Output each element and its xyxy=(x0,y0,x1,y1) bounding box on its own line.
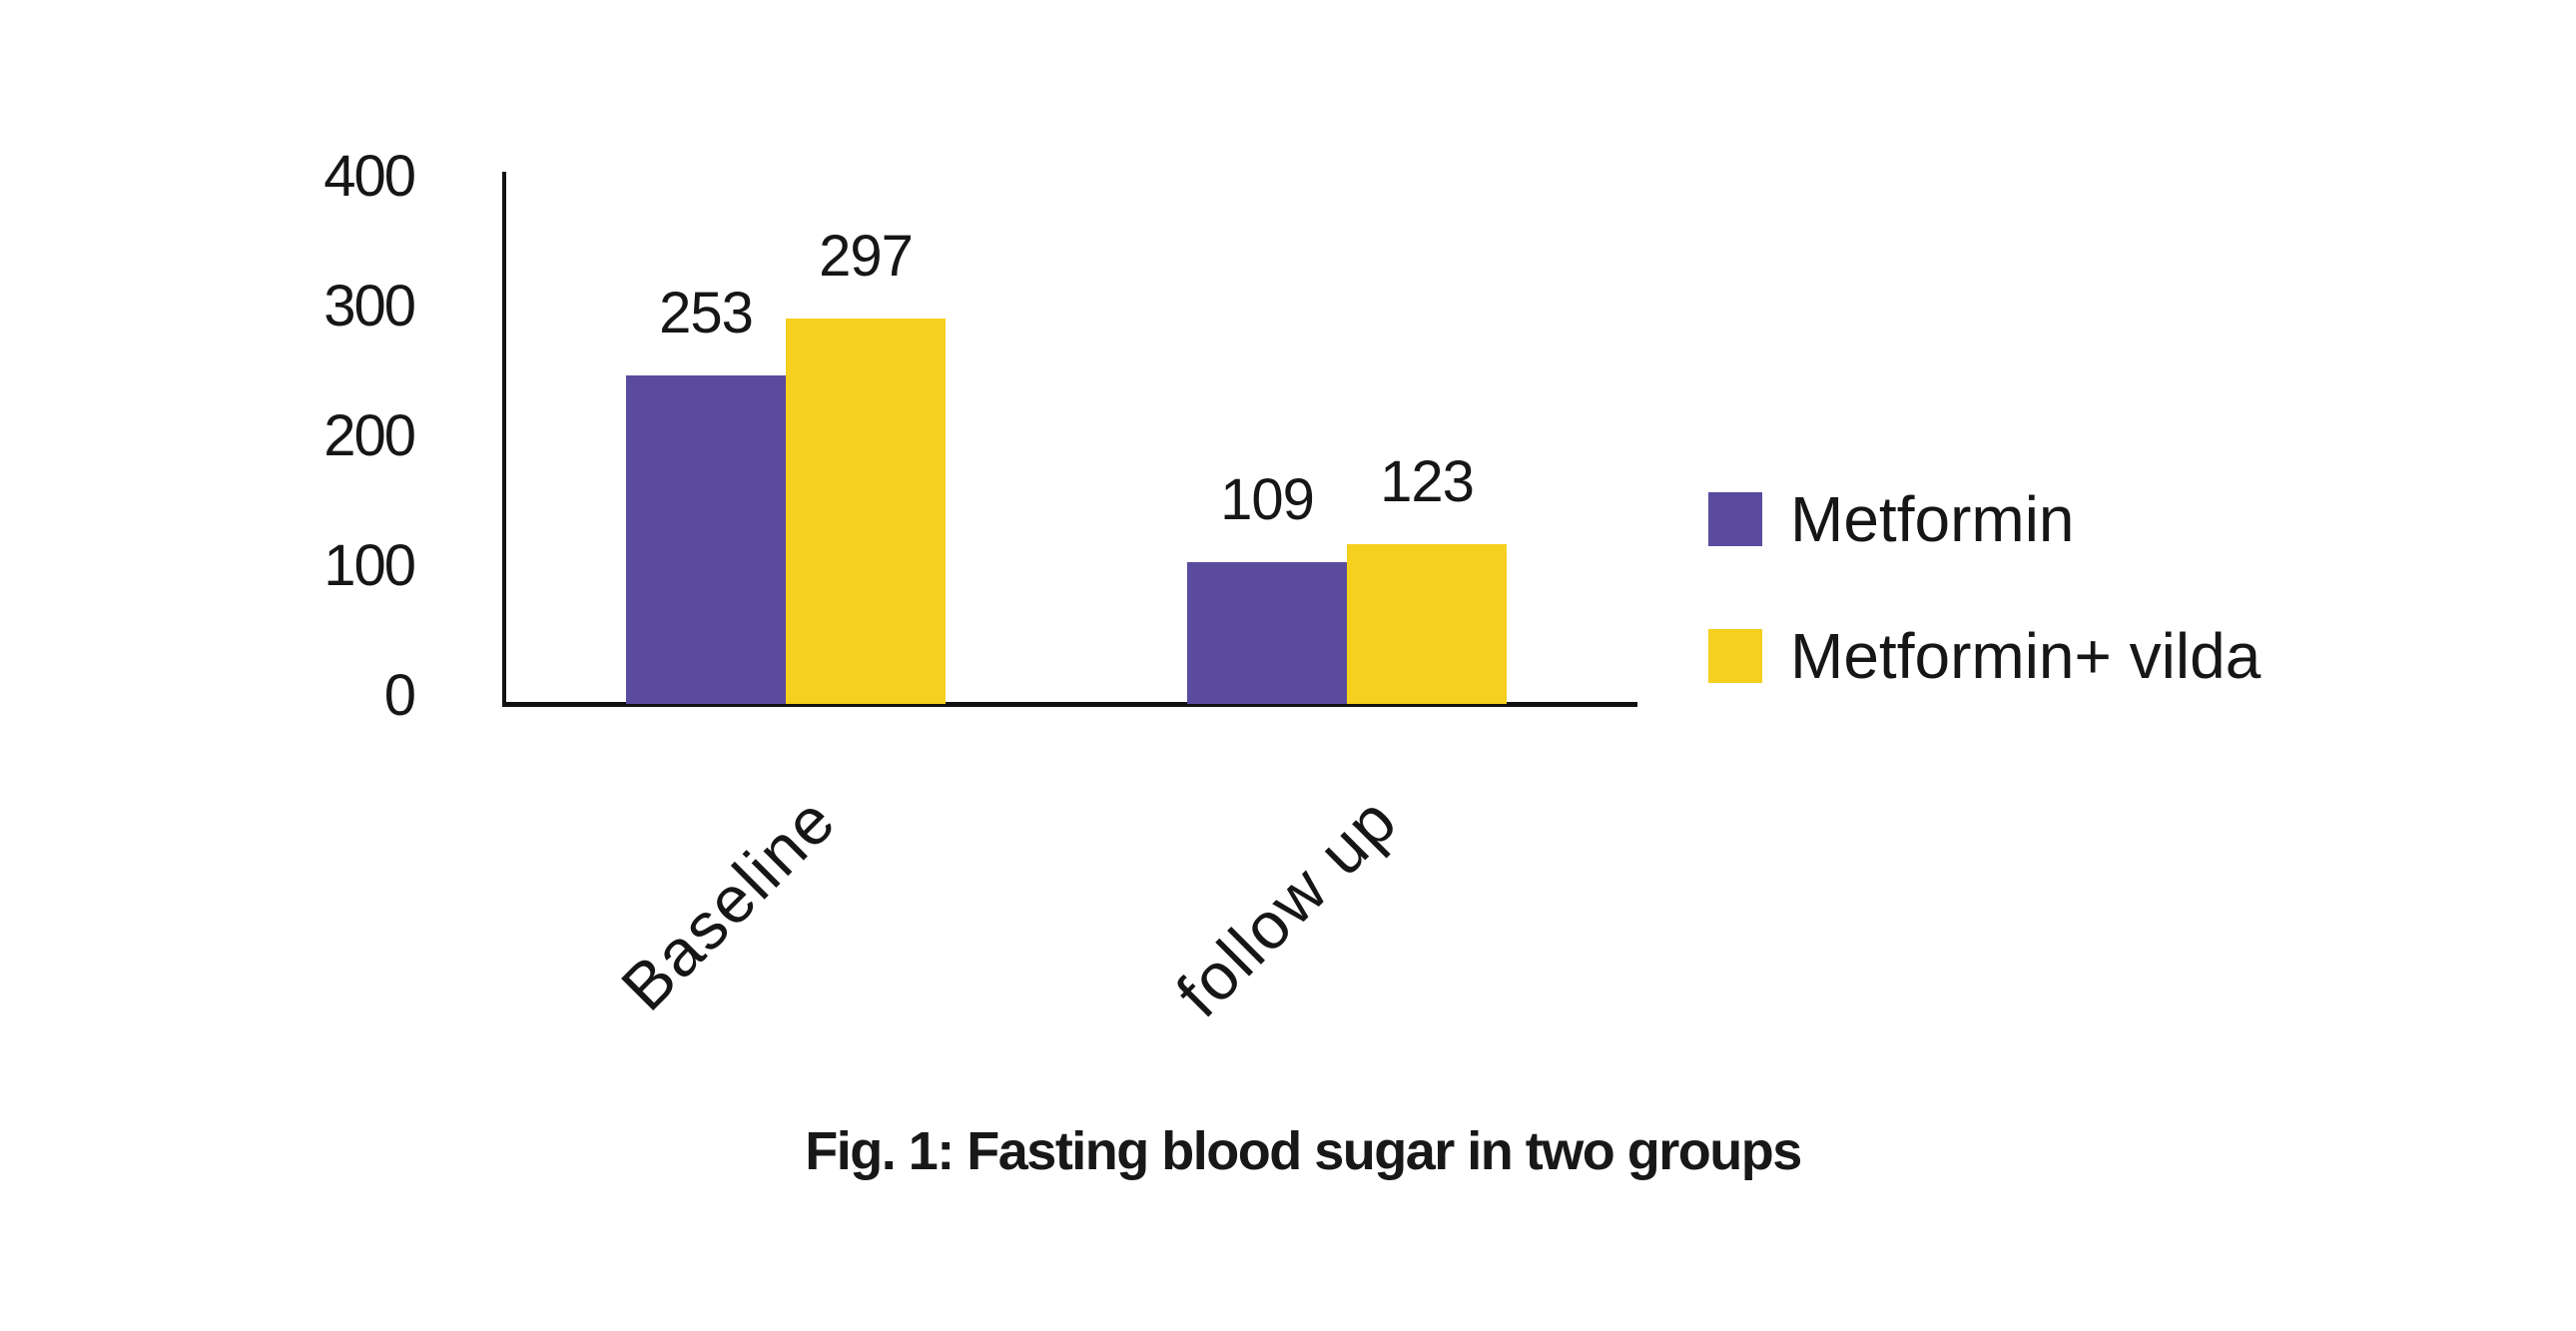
bar-metformin-follow-up xyxy=(1187,562,1347,704)
bar-metformin-vilda-follow-up xyxy=(1347,544,1507,704)
legend-label-metformin: Metformin xyxy=(1790,483,2075,555)
legend-item-metformin-vilda: Metformin+ vilda xyxy=(1708,620,2261,692)
legend-swatch-metformin xyxy=(1708,492,1762,546)
category-label-baseline: Baseline xyxy=(606,782,850,1024)
value-label-metformin-baseline: 253 xyxy=(659,281,754,345)
value-label-metformin-vilda-baseline: 297 xyxy=(819,224,914,289)
legend-label-metformin-vilda: Metformin+ vilda xyxy=(1790,620,2261,692)
figure-caption: Fig. 1: Fasting blood sugar in two group… xyxy=(805,1121,1802,1181)
bar-metformin-vilda-baseline xyxy=(786,319,946,704)
y-tick-label-400: 400 xyxy=(323,144,416,209)
y-axis-line xyxy=(502,172,506,706)
value-label-metformin-follow-up: 109 xyxy=(1220,467,1315,532)
legend-swatch-metformin-vilda xyxy=(1708,629,1762,683)
y-tick-label-100: 100 xyxy=(323,533,416,598)
y-tick-label-200: 200 xyxy=(323,403,416,468)
y-tick-label-300: 300 xyxy=(323,274,416,338)
category-label-follow-up: follow up xyxy=(1161,782,1411,1031)
y-tick-label-0: 0 xyxy=(383,663,416,728)
x-axis-line xyxy=(502,702,1637,707)
bar-metformin-baseline xyxy=(626,375,786,704)
value-label-metformin-vilda-follow-up: 123 xyxy=(1380,449,1475,514)
legend-item-metformin: Metformin xyxy=(1708,483,2075,555)
